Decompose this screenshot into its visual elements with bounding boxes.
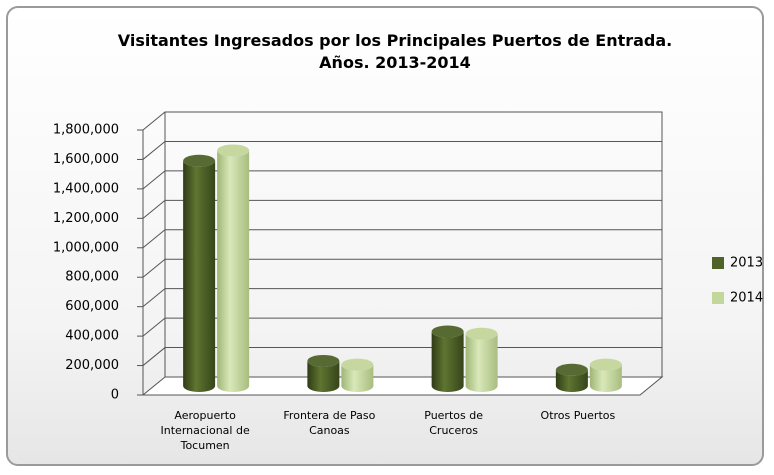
y-tick-label: 1,200,000	[53, 211, 119, 226]
y-tick-label: 200,000	[65, 358, 119, 373]
x-tick-label: Aeropuerto Internacional de Tocumen	[160, 409, 250, 452]
grid-line	[142, 140, 662, 160]
grid-line	[142, 170, 662, 190]
bar	[589, 364, 622, 392]
grid-line	[142, 258, 662, 278]
grid-line	[142, 317, 662, 337]
bar-top	[217, 144, 250, 157]
y-tick-label: 1,000,000	[53, 240, 119, 255]
y-tick-label: 800,000	[65, 270, 119, 285]
y-tick-label: 400,000	[65, 329, 119, 344]
bar	[555, 369, 588, 392]
bar-top	[465, 327, 498, 340]
grid-line	[142, 111, 662, 131]
legend-swatch	[712, 292, 724, 304]
legend-label: 2013	[730, 256, 763, 271]
bar-top	[341, 358, 374, 371]
y-tick-label: 1,400,000	[53, 181, 119, 196]
x-tick-label: Puertos de Cruceros	[424, 409, 483, 437]
x-tick-label: Otros Puertos	[540, 409, 616, 422]
x-tick-label: Frontera de Paso Canoas	[283, 409, 376, 437]
bar-top	[307, 354, 340, 367]
grid-line	[142, 229, 662, 249]
bar	[217, 150, 250, 392]
bar	[183, 160, 216, 392]
bar-top	[589, 358, 622, 371]
y-tick-label: 600,000	[65, 299, 119, 314]
bar	[465, 333, 498, 392]
y-tick-label: 1,800,000	[53, 123, 119, 138]
bar	[307, 360, 340, 392]
legend-swatch	[712, 257, 724, 269]
chart-title: Visitantes Ingresados por los Principale…	[117, 31, 673, 72]
bar-top	[555, 363, 588, 376]
y-tick-label: 1,600,000	[53, 152, 119, 167]
bar	[341, 364, 374, 392]
grid-line	[142, 288, 662, 308]
floor	[141, 376, 664, 396]
y-tick-label: 0	[111, 388, 119, 403]
bar	[431, 331, 464, 392]
grid-line	[142, 199, 662, 219]
bar-top	[431, 325, 464, 338]
bar-top	[183, 154, 216, 167]
legend-label: 2014	[730, 291, 763, 306]
